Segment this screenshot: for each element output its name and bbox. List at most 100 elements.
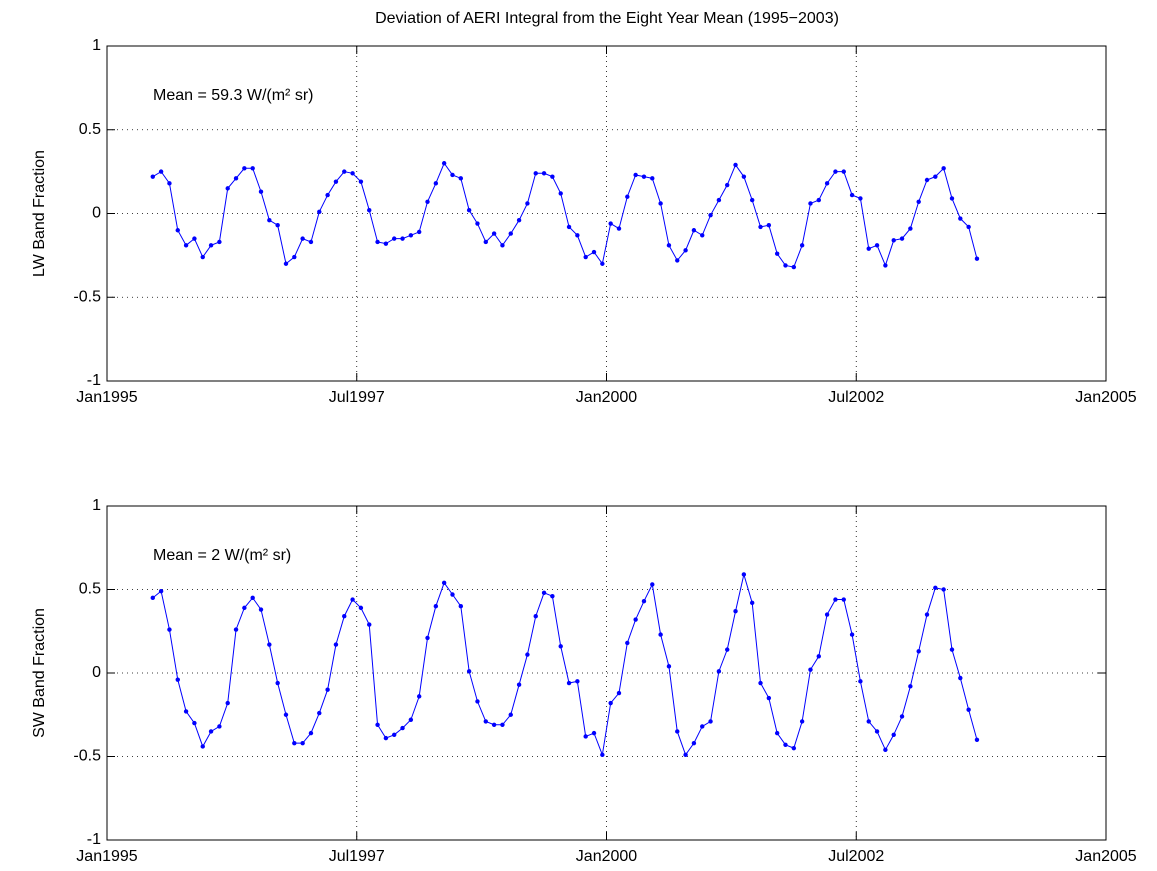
data-point	[250, 166, 255, 171]
data-point	[333, 642, 339, 647]
data-point	[516, 218, 522, 223]
data-point	[416, 229, 422, 235]
data-point	[708, 719, 713, 724]
data-line	[152, 572, 978, 757]
data-point	[533, 614, 538, 619]
data-point	[924, 177, 930, 183]
data-point	[208, 729, 214, 734]
x-tick-label: Jul1997	[329, 848, 385, 865]
y-tick-label: 1	[92, 497, 101, 514]
data-point	[866, 246, 871, 251]
data-point	[458, 176, 464, 181]
data-point	[808, 667, 813, 672]
data-line	[152, 162, 978, 268]
data-point	[600, 261, 605, 266]
data-point	[483, 239, 488, 245]
data-point	[816, 197, 821, 203]
data-point	[733, 609, 738, 614]
data-point	[200, 744, 205, 749]
data-point	[425, 635, 430, 641]
y-tick-label: 0.5	[79, 581, 101, 598]
panel: -1 -0.5 0 0.5 1 Jan1995 Jul1997 Jan2000 Jul2002 J…	[31, 37, 1137, 406]
data-point	[791, 264, 797, 270]
data-point	[966, 224, 971, 230]
data-point	[325, 687, 330, 692]
data-point	[874, 243, 880, 248]
data-point	[558, 644, 563, 649]
data-point	[633, 172, 638, 178]
x-tick-label: Jul2002	[828, 848, 884, 865]
data-point	[958, 675, 963, 681]
y-tick-label: -1	[87, 372, 101, 389]
data-point	[425, 199, 430, 204]
data-point	[358, 179, 364, 184]
data-point	[325, 192, 330, 198]
data-point	[183, 243, 189, 248]
data-point	[500, 722, 505, 727]
data-point	[208, 243, 214, 248]
data-point	[891, 732, 896, 737]
data-point	[766, 223, 772, 228]
data-point	[700, 233, 705, 238]
data-point	[949, 196, 955, 201]
panel: -1 -0.5 0 0.5 1 Jan1995 Jul1997 Jan2000 Jul2002 J…	[31, 497, 1137, 865]
data-point	[541, 590, 547, 596]
x-tick-label: Jul2002	[828, 389, 884, 406]
data-point	[475, 699, 480, 704]
data-point	[899, 236, 905, 241]
data-point	[874, 729, 880, 734]
data-point	[883, 263, 888, 268]
annotation: Mean = 59.3 W/(m² sr)	[153, 87, 313, 104]
data-point	[275, 223, 280, 228]
data-point	[491, 231, 497, 236]
data-point	[175, 228, 180, 233]
data-point	[292, 740, 297, 746]
data-point	[899, 714, 905, 719]
data-point	[749, 197, 755, 203]
data-point	[908, 684, 913, 689]
data-point	[774, 251, 780, 256]
data-point	[466, 669, 472, 674]
data-point	[233, 176, 239, 181]
data-point	[300, 236, 305, 241]
data-point	[167, 627, 172, 632]
data-point	[217, 239, 222, 245]
data-point	[824, 181, 830, 186]
data-point	[566, 224, 572, 230]
data-point	[225, 186, 230, 191]
data-point	[741, 174, 747, 179]
data-point	[625, 640, 630, 646]
data-point	[258, 607, 264, 612]
y-tick-label: 0.5	[79, 121, 101, 138]
data-point	[375, 722, 380, 727]
data-point	[891, 238, 896, 243]
data-point	[833, 597, 838, 602]
data-point	[458, 604, 464, 609]
data-point	[317, 710, 322, 716]
data-point	[591, 249, 597, 255]
y-tick-label: -0.5	[73, 748, 101, 765]
data-point	[608, 221, 613, 226]
data-point	[500, 243, 505, 248]
data-point	[408, 717, 414, 722]
data-point	[841, 169, 846, 174]
data-point	[275, 680, 280, 686]
data-point	[883, 747, 888, 753]
data-point	[566, 680, 572, 686]
x-tick-label: Jan1995	[76, 389, 137, 406]
data-point	[508, 231, 513, 236]
x-tick-label: Jan2000	[576, 848, 637, 865]
y-tick-label: 0	[92, 205, 101, 222]
data-point	[583, 734, 588, 739]
data-point	[516, 682, 522, 687]
data-point	[408, 233, 414, 238]
data-point	[242, 605, 247, 611]
data-point	[192, 720, 197, 726]
data-point	[716, 669, 722, 674]
data-point	[675, 258, 680, 263]
data-point	[575, 679, 580, 684]
data-point	[217, 724, 222, 729]
data-point	[725, 647, 730, 652]
data-point	[550, 174, 555, 179]
data-point	[683, 248, 688, 253]
